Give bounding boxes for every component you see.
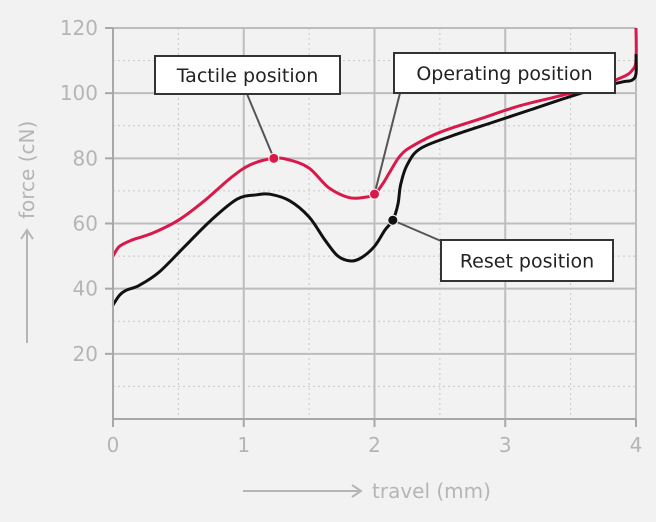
x-tick-label: 2 bbox=[368, 433, 381, 457]
x-axis-label: travel (mm) bbox=[372, 479, 491, 503]
y-tick-label: 20 bbox=[73, 342, 98, 366]
x-axis-arrowhead bbox=[351, 484, 363, 498]
x-tick-label: 3 bbox=[499, 433, 512, 457]
annotation-label: Reset position bbox=[460, 251, 594, 273]
y-tick-label: 60 bbox=[73, 212, 98, 236]
annotation-box bbox=[154, 55, 341, 95]
series-line-black bbox=[111, 54, 638, 306]
annotations: Tactile position Operating position Reset … bbox=[154, 52, 616, 282]
annotation-label: Operating position bbox=[416, 63, 592, 85]
y-tick-label: 40 bbox=[73, 277, 98, 301]
annotation-leader-line bbox=[246, 93, 275, 159]
annotation-point bbox=[268, 152, 280, 164]
x-tick-label: 4 bbox=[630, 433, 643, 457]
y-tick-label: 120 bbox=[60, 16, 98, 40]
annotation-box bbox=[440, 239, 614, 282]
tick-labels: 0 1 2 3 4 20 40 60 80 100 120 bbox=[60, 16, 643, 457]
annotation-leader-line bbox=[373, 92, 401, 195]
y-axis-title: force (cN) bbox=[15, 121, 39, 343]
annotation-label: Tactile position bbox=[176, 65, 319, 87]
y-axis-label: force (cN) bbox=[15, 121, 39, 219]
axes bbox=[105, 27, 637, 427]
x-tick-label: 1 bbox=[237, 433, 250, 457]
y-tick-label: 100 bbox=[60, 81, 98, 105]
annotation-point bbox=[387, 214, 399, 226]
y-axis-arrowhead bbox=[20, 228, 34, 240]
annotation-leader-line bbox=[392, 219, 442, 242]
annotation-point bbox=[369, 188, 380, 200]
annotation-box bbox=[393, 52, 616, 94]
y-tick-label: 80 bbox=[73, 146, 98, 170]
x-tick-label: 0 bbox=[107, 433, 120, 457]
x-axis-title: travel (mm) bbox=[243, 479, 491, 503]
